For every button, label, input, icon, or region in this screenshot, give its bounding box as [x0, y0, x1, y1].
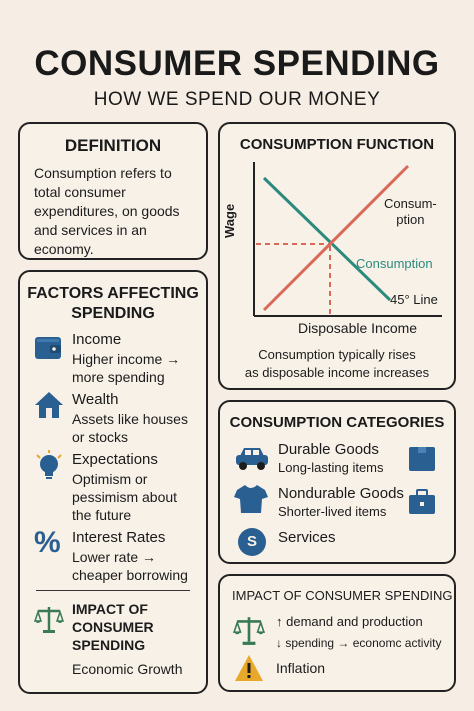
box-icon — [409, 447, 435, 471]
consumption-caption-2: as disposable income increases — [244, 365, 430, 380]
consumption-function-card: CONSUMPTION FUNCTION Wage Consum- ption … — [218, 122, 456, 390]
categories-title: CONSUMPTION CATEGORIES — [229, 414, 445, 431]
category-services-title: Services — [278, 529, 336, 546]
consumption-caption-1: Consumption typically rises — [258, 347, 416, 362]
arrow-up: ↑ — [276, 614, 283, 629]
factors-title: FACTORS AFFECTING SPENDING — [20, 284, 206, 324]
page-subtitle: HOW WE SPEND OUR MONEY — [93, 89, 381, 110]
shirt-icon — [234, 485, 268, 513]
factors-title-line1: FACTORS AFFECTING — [27, 285, 199, 302]
impact-right-card: IMPACT OF CONSUMER SPENDING ↑ demand and… — [218, 574, 456, 692]
wallet-icon — [35, 337, 61, 359]
red-line-label-2: ption — [396, 212, 425, 227]
category-durable-title: Durable Goods — [278, 441, 379, 458]
category-durable-desc: Long-lasting items — [278, 460, 384, 475]
factors-card: FACTORS AFFECTING SPENDING Income Higher… — [18, 270, 208, 694]
y-axis-label: Wage — [222, 203, 237, 238]
house-icon — [35, 392, 63, 418]
factor-wealth-title: Wealth — [72, 391, 119, 408]
factor-interest-desc-2: cheaper borrowing — [72, 567, 188, 583]
factor-interest-title: Interest Rates — [72, 529, 166, 546]
consumption-line-label: Consumption — [356, 256, 433, 271]
line-45-label: 45° Line — [390, 292, 438, 307]
category-nondurable-desc: Shorter-lived items — [278, 504, 387, 519]
factors-title-line2: SPENDING — [71, 305, 155, 322]
categories-card: CONSUMPTION CATEGORIES Durable Goods Lon… — [218, 400, 456, 564]
lightbulb-icon — [36, 450, 62, 479]
briefcase-icon — [409, 489, 435, 514]
consumption-function-title: CONSUMPTION FUNCTION — [239, 136, 435, 153]
impact-line-1: ↑ demand and production — [276, 614, 423, 629]
factor-income-title: Income — [72, 331, 122, 348]
impact-line-1-text: demand and production — [286, 614, 423, 629]
impact-right-title: IMPACT OF CONSUMER SPENDING — [232, 588, 453, 603]
impact-line-2: ↓ spending → economc activity — [276, 636, 441, 650]
consumption-line — [262, 176, 392, 302]
factor-interest-desc-1: Lower rate → — [72, 549, 157, 565]
category-nondurable-title: Nondurable Goods — [278, 485, 404, 502]
scales-icon-right — [232, 617, 266, 645]
factor-expectations-title: Expectations — [72, 451, 158, 468]
inflation-text: Inflation — [276, 660, 326, 676]
factor-expectations-desc-3: the future — [72, 507, 132, 523]
impact-left-text: Economic Growth — [72, 661, 183, 677]
factor-expectations-desc-1: Optimism or — [72, 471, 148, 487]
dollar-coin-icon: S — [238, 528, 266, 556]
impact-left-title-1: IMPACT OF — [72, 601, 148, 617]
factor-wealth-desc-1: Assets like houses — [72, 411, 188, 427]
definition-title: DEFINITION — [64, 136, 162, 155]
factor-income-desc-2: more spending — [72, 369, 165, 385]
red-line-label: Consum- ption — [384, 196, 437, 228]
x-axis-label: Disposable Income — [298, 320, 418, 336]
red-line-label-1: Consum- — [384, 196, 437, 211]
warning-icon — [235, 655, 263, 681]
factors-divider — [36, 590, 190, 591]
impact-line-2-arrow: → — [337, 636, 350, 650]
impact-line-2c: economc activity — [352, 636, 442, 650]
impact-line-2a: spending — [285, 636, 335, 650]
factor-expectations-desc-2: pessimism about — [72, 489, 178, 505]
car-icon — [236, 448, 268, 470]
percent-icon: % — [34, 526, 61, 559]
factor-income-desc-1: Higher income → — [72, 351, 181, 367]
consumption-caption: Consumption typically rises as disposabl… — [220, 346, 454, 382]
impact-left-title-2: CONSUMER — [72, 619, 154, 635]
page-title: CONSUMER SPENDING — [34, 44, 440, 83]
arrow-down: ↓ — [276, 636, 282, 650]
factor-wealth-desc-2: or stocks — [72, 429, 129, 445]
definition-card: DEFINITION Consumption refers to total c… — [18, 122, 208, 260]
definition-text: Consumption refers to total consumer exp… — [34, 165, 180, 257]
scales-icon — [34, 607, 64, 633]
red-line — [262, 164, 410, 312]
impact-left-title-3: SPENDING — [72, 637, 146, 653]
consumption-chart — [253, 162, 442, 317]
